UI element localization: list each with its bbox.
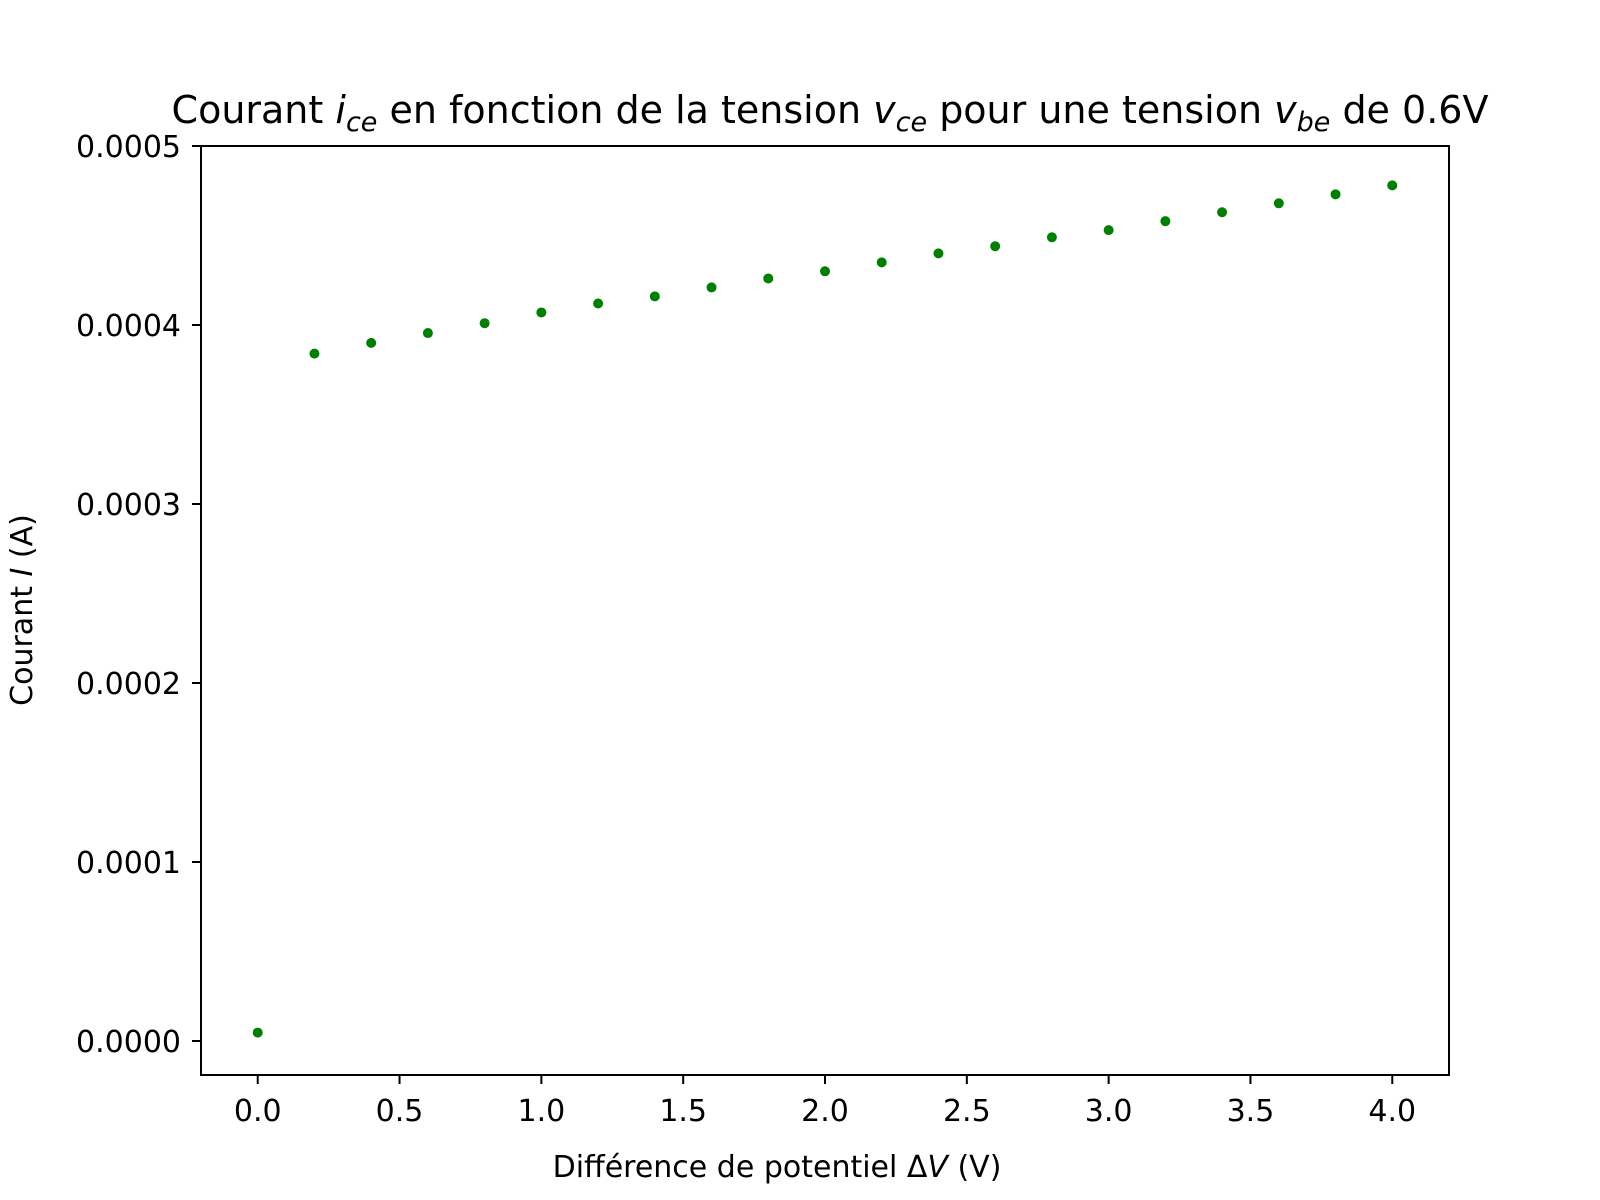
data-point [422,328,433,339]
data-point [479,318,490,329]
data-point [990,241,1001,252]
y-tick-label: 0.0004 [76,309,181,344]
y-tick-label: 0.0003 [76,488,181,523]
plot-frame [200,145,1450,1076]
x-tick-label: 4.0 [1368,1094,1416,1129]
data-point [366,337,377,348]
x-tick-label: 2.5 [943,1094,991,1129]
x-tick-label: 1.5 [659,1094,707,1129]
data-point [1046,232,1057,243]
y-tick-label: 0.0005 [76,130,181,165]
data-point [1160,216,1171,227]
data-point [820,266,830,277]
data-point [933,248,944,259]
data-point [1330,189,1341,200]
data-point [1217,207,1228,218]
data-point [1387,180,1398,191]
y-tick-label: 0.0001 [76,846,181,881]
data-point [763,273,774,284]
x-tick-label: 2.0 [801,1094,849,1129]
x-axis: 0.0 0.5 1.0 1.5 2.0 2.5 3.0 3.5 4.0 [234,1075,1416,1129]
data-point [252,1027,263,1038]
x-tick-label: 1.0 [518,1094,566,1129]
y-tick-label: 0.0000 [76,1025,181,1060]
x-axis-label: Différence de potentiel ΔV (V) [553,1150,1002,1185]
chart-title: Courant ice en fonction de la tension vc… [172,88,1489,138]
data-point [706,282,717,293]
y-tick-label: 0.0002 [76,667,181,702]
y-axis: 0.0000 0.0001 0.0002 0.0003 0.0004 0.0005 [76,130,201,1060]
data-point [536,307,547,318]
x-tick-label: 0.0 [234,1094,282,1129]
data-point [593,298,604,309]
data-point [649,291,660,302]
x-tick-label: 0.5 [376,1094,424,1129]
data-point [309,348,320,359]
x-tick-label: 3.0 [1085,1094,1133,1129]
data-point [1273,198,1284,209]
data-points [252,180,1398,1038]
data-point [876,257,887,268]
y-axis-label: Courant I (A) [5,514,40,706]
data-point [1103,225,1114,236]
x-tick-label: 3.5 [1227,1094,1275,1129]
